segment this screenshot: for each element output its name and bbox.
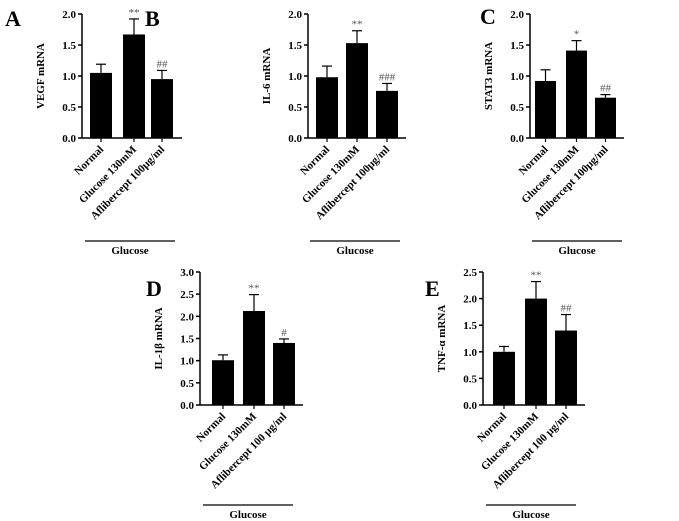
y-tick-label: 1.0	[510, 71, 524, 83]
bar	[535, 80, 556, 138]
bar	[346, 43, 368, 138]
group-label: Glucose	[229, 509, 266, 521]
y-tick-label: 0.5	[463, 373, 477, 385]
y-tick-label: 1.0	[180, 356, 194, 368]
y-axis-label: VEGF mRNA	[35, 43, 47, 109]
y-tick-label: 0.0	[463, 400, 477, 412]
y-tick-label: 1.5	[510, 40, 524, 52]
bar	[555, 330, 577, 405]
y-tick-label: 3.0	[180, 267, 194, 279]
bar	[376, 90, 398, 138]
bar	[212, 360, 234, 405]
y-tick-label: 0.5	[62, 102, 76, 114]
significance-label: ##	[600, 83, 612, 95]
panel-d: D0.00.51.01.52.02.53.0IL-1β mRNANormal**…	[146, 267, 303, 521]
y-tick-label: 2.5	[463, 267, 477, 279]
y-tick-label: 1.0	[62, 71, 76, 83]
bar	[566, 50, 587, 138]
significance-label: ##	[157, 58, 169, 70]
y-tick-label: 1.5	[463, 320, 477, 332]
bar	[273, 342, 295, 405]
y-tick-label: 1.5	[62, 40, 76, 52]
significance-label: **	[352, 19, 363, 31]
y-tick-label: 1.0	[463, 347, 477, 359]
panel-letter: C	[480, 4, 496, 29]
y-axis-label: TNF-α mRNA	[436, 305, 448, 373]
y-tick-label: 1.5	[180, 334, 194, 346]
significance-label: #	[281, 327, 287, 339]
y-axis-label: IL-1β mRNA	[153, 307, 165, 369]
y-tick-label: 1.0	[288, 71, 302, 83]
bar	[243, 311, 265, 405]
group-label: Glucose	[336, 245, 373, 257]
bar	[525, 298, 547, 405]
y-tick-label: 1.5	[288, 40, 302, 52]
y-axis-label: STAT3 mRNA	[483, 42, 495, 110]
panel-b: B0.00.51.01.52.0IL-6 mRNANormal**Glucose…	[145, 6, 406, 257]
group-label: Glucose	[512, 509, 549, 521]
significance-label: **	[129, 7, 140, 19]
bar	[316, 77, 338, 138]
y-tick-label: 0.0	[510, 133, 524, 145]
significance-label: **	[249, 283, 260, 295]
y-tick-label: 0.5	[510, 102, 524, 114]
panel-letter: B	[145, 6, 160, 31]
y-tick-label: 2.0	[463, 294, 477, 306]
y-tick-label: 2.0	[288, 9, 302, 21]
bar	[123, 34, 145, 138]
y-tick-label: 0.0	[288, 133, 302, 145]
y-tick-label: 2.0	[180, 311, 194, 323]
significance-label: ###	[379, 71, 396, 83]
y-tick-label: 0.0	[62, 133, 76, 145]
panel-letter: E	[425, 276, 440, 301]
y-tick-label: 0.5	[180, 378, 194, 390]
group-label: Glucose	[558, 245, 595, 257]
y-tick-label: 2.0	[510, 9, 524, 21]
bar	[595, 97, 616, 138]
y-tick-label: 0.5	[288, 102, 302, 114]
panel-letter: A	[5, 6, 21, 31]
y-tick-label: 0.0	[180, 400, 194, 412]
bar	[90, 72, 112, 138]
bar	[493, 351, 515, 405]
panel-letter: D	[146, 276, 162, 301]
significance-label: ##	[561, 303, 573, 315]
bar	[151, 79, 173, 138]
significance-label: **	[531, 270, 542, 282]
group-label: Glucose	[111, 245, 148, 257]
y-tick-label: 2.5	[180, 289, 194, 301]
y-tick-label: 2.0	[62, 9, 76, 21]
significance-label: *	[574, 29, 580, 41]
y-axis-label: IL-6 mRNA	[261, 48, 273, 105]
